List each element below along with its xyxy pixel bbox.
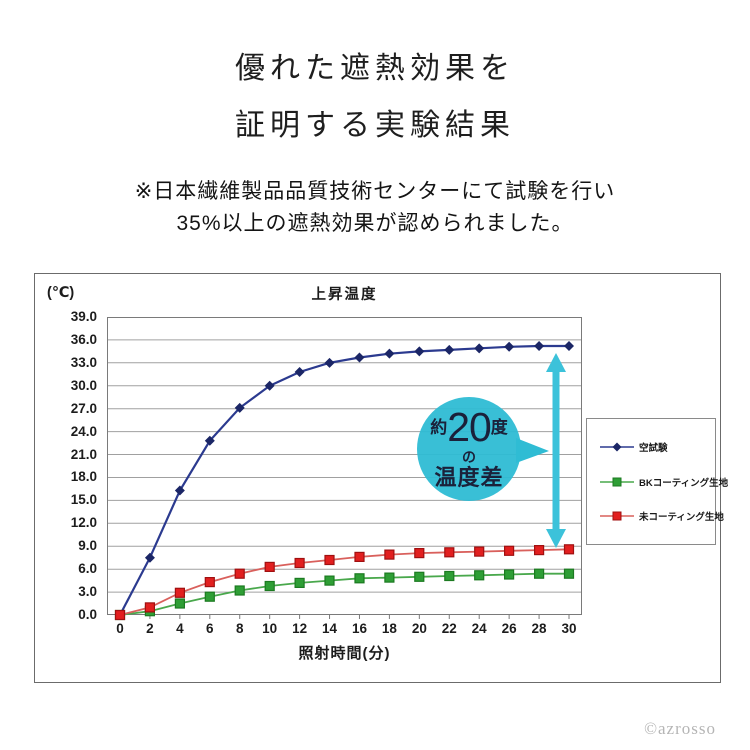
annotation-line-1: 約 20 度 (430, 407, 508, 448)
legend-marker-icon (600, 442, 634, 452)
annotation-value: 20 (447, 404, 492, 450)
legend-label: 空試験 (639, 442, 668, 454)
annotation-prefix: 約 (430, 418, 448, 437)
y-axis-labels: 39.0 36.0 33.0 30.0 27.0 24.0 21.0 18.0 15.0 12.0… (35, 274, 99, 682)
page-title: 優れた遮熱効果を 証明する実験結果 (0, 40, 750, 154)
x-tick-label: 14 (322, 621, 338, 636)
legend-marker-icon (600, 477, 634, 486)
x-tick-label: 30 (561, 621, 577, 636)
annotation-line-3: 温度差 (434, 465, 504, 490)
x-axis-labels: 0 2 4 6 8 10 12 14 16 18 20 22 24 26 28 30 (107, 621, 582, 639)
legend-marker-icon (600, 511, 634, 521)
chart-title: 上昇温度 (311, 287, 378, 303)
legend-item: 未コーティング生地 (587, 509, 724, 523)
watermark: ©azrosso (644, 719, 716, 738)
x-tick-label: 0 (116, 621, 124, 636)
title-line-1: 優れた遮熱効果を (235, 52, 515, 85)
x-tick-label: 26 (501, 621, 517, 636)
x-axis-title: 照射時間(分) (298, 645, 391, 662)
y-tick-label: 36.0 (70, 331, 97, 347)
x-tick-label: 16 (351, 621, 367, 636)
legend-item: BKコーティング生地 (587, 475, 728, 489)
plot-area (107, 317, 582, 621)
legend-item: 空試験 (587, 440, 715, 454)
y-tick-label: 39.0 (70, 309, 97, 324)
x-tick-label: 6 (206, 621, 214, 636)
annotation-bubble-tail-icon (516, 438, 549, 463)
x-tick-label: 10 (262, 621, 278, 636)
x-tick-label: 24 (471, 621, 487, 636)
y-tick-label: 18.0 (70, 469, 97, 485)
y-tick-label: 9.0 (78, 538, 97, 554)
y-tick-label: 21.0 (70, 446, 97, 462)
chart: (℃) 上昇温度 39.0 36.0 33.0 30.0 27.0 24.0 21.0 18.… (34, 273, 728, 683)
x-tick-label: 18 (381, 621, 397, 636)
y-tick-label: 30.0 (70, 377, 97, 393)
legend-label: BKコーティング生地 (639, 477, 729, 489)
legend-label: 未コーティング生地 (639, 512, 724, 524)
y-tick-label: 3.0 (78, 584, 97, 600)
annotation-line-2: の (462, 449, 476, 465)
test-note: ※日本繊維製品品質技術センターにて試験を行い 35%以上の遮熱効果が認められまし… (0, 176, 750, 240)
note-line-1: ※日本繊維製品品質技術センターにて試験を行い (134, 180, 616, 203)
annotation-suffix: 度 (490, 418, 508, 437)
x-tick-label: 22 (441, 621, 457, 636)
y-axis-unit-label: (℃) (47, 285, 75, 301)
title-line-2: 証明する実験結果 (235, 109, 515, 142)
y-tick-label: 15.0 (70, 492, 97, 508)
y-tick-label: 33.0 (70, 354, 97, 370)
x-tick-label: 12 (292, 621, 308, 636)
x-tick-label: 2 (146, 621, 154, 636)
x-tick-label: 4 (176, 621, 184, 636)
x-tick-label: 20 (411, 621, 427, 636)
y-tick-label: 12.0 (70, 515, 97, 531)
legend: 空試験 BKコーティング生地 未コーティング生地 (586, 418, 728, 545)
y-tick-label: 6.0 (78, 561, 97, 577)
y-tick-label: 27.0 (70, 400, 97, 416)
x-tick-label: 28 (531, 621, 547, 636)
annotation-bubble: 約 20 度 の 温度差 (417, 397, 521, 501)
x-tick-label: 8 (235, 621, 244, 636)
y-tick-label: 0.0 (78, 607, 97, 622)
y-tick-label: 24.0 (70, 423, 97, 439)
note-line-2: 35%以上の遮熱効果が認められました。 (176, 212, 574, 235)
